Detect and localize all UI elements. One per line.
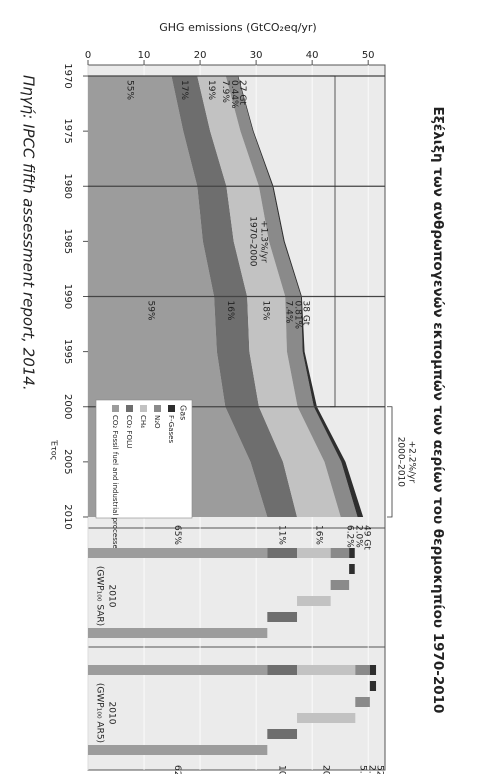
legend-label: N₂O <box>153 415 161 429</box>
growth-period: 1970–2000 <box>248 216 258 267</box>
x-tick-label: 1990 <box>62 284 73 309</box>
stacked-bar-segment <box>267 548 298 558</box>
stacked-bar-segment <box>355 665 370 675</box>
waterfall-bar <box>267 612 298 622</box>
legend-label: CO₂ FOLU <box>125 415 133 449</box>
waterfall-bar <box>330 580 350 590</box>
panel-year: 2010 <box>107 585 117 608</box>
share-label: 10% <box>277 765 287 774</box>
share-label: 5.0% <box>358 765 368 774</box>
x-tick-label: 2000 <box>62 394 73 419</box>
legend-title: Gas <box>179 405 188 420</box>
share-label: 55% <box>124 80 134 100</box>
growth-bracket <box>330 75 336 408</box>
share-label: 17% <box>179 80 189 100</box>
y-tick-label: 40 <box>306 50 319 61</box>
legend-label: CO₂ Fossil fuel and industrial processes <box>111 415 119 553</box>
legend-label: F-Gases <box>167 415 175 443</box>
y-axis-label: GHG emissions (GtCO₂eq/yr) <box>159 21 316 34</box>
share-label: 6.2% <box>345 525 355 548</box>
legend-swatch <box>126 405 133 412</box>
stacked-bar-segment <box>88 665 268 675</box>
stacked-bar-segment <box>88 548 268 558</box>
share-label: 7.4% <box>283 301 293 324</box>
chart-title: Εξέλιξη των ανθρωπογενών εκπομπών των αε… <box>430 107 446 714</box>
x-tick-label: 1970 <box>62 63 73 88</box>
total-label: 27 Gt <box>237 80 247 105</box>
legend-label: CH₄ <box>139 415 147 428</box>
x-tick-label: 1975 <box>62 118 73 143</box>
waterfall-bar <box>355 697 370 707</box>
share-label: 16% <box>225 301 235 321</box>
x-tick-label: 1980 <box>62 174 73 199</box>
y-tick-label: 10 <box>138 50 151 61</box>
x-axis-label: Έτος <box>50 439 59 460</box>
share-label: 62% <box>172 765 182 774</box>
share-label: 59% <box>146 301 156 321</box>
growth-rate: +1.3%/yr <box>259 220 269 263</box>
share-label: 2.2% <box>367 765 377 774</box>
waterfall-bar <box>297 713 356 723</box>
panel-metric: (GWP₁₀₀ AR5) <box>95 683 105 743</box>
legend-swatch <box>168 405 175 412</box>
total-label: 38 Gt <box>300 301 310 326</box>
x-tick-label: 1995 <box>62 339 73 364</box>
stacked-bar-segment <box>297 665 356 675</box>
share-label: 11% <box>277 525 287 545</box>
waterfall-bar <box>369 681 377 691</box>
y-tick-label: 0 <box>85 50 91 61</box>
growth-period: 2000–2010 <box>396 437 406 488</box>
growth-rate: +2.2%/yr <box>407 441 417 484</box>
total-label: 52 Gt <box>375 765 385 774</box>
rotated-chart: Εξέλιξη των ανθρωπογενών εκπομπών των αε… <box>20 21 447 778</box>
share-label: 2.0% <box>354 525 364 548</box>
y-tick-label: 50 <box>362 50 375 61</box>
share-label: 0.44% <box>229 80 239 109</box>
total-label: 49 Gt <box>362 525 372 550</box>
stacked-bar-segment <box>297 548 331 558</box>
growth-bracket <box>387 406 393 518</box>
source-note: Πηγή: IPCC fifth assessment report, 2014… <box>20 75 38 391</box>
waterfall-bar <box>349 564 355 574</box>
panel-metric: (GWP₁₀₀ SAR) <box>95 566 105 626</box>
area <box>237 76 364 517</box>
x-tick-label: 2005 <box>62 449 73 474</box>
waterfall-bar <box>297 596 331 606</box>
legend-box <box>95 399 193 519</box>
y-tick-label: 30 <box>250 50 263 61</box>
x-tick-label: 2010 <box>62 504 73 529</box>
waterfall-bar <box>88 745 268 755</box>
legend-swatch <box>140 405 147 412</box>
waterfall-bar <box>88 628 268 638</box>
legend-swatch <box>112 405 119 412</box>
share-label: 65% <box>172 525 182 545</box>
stacked-bar-segment <box>349 548 355 558</box>
share-label: 20% <box>321 765 331 774</box>
share-label: 7.9% <box>220 80 230 103</box>
x-tick-label: 1985 <box>62 229 73 254</box>
share-label: 18% <box>261 301 271 321</box>
y-tick-label: 20 <box>194 50 207 61</box>
stacked-bar-segment <box>267 665 298 675</box>
panel-year: 2010 <box>107 702 117 725</box>
share-label: 16% <box>313 525 323 545</box>
waterfall-bar <box>267 729 298 739</box>
share-label: 19% <box>206 80 216 100</box>
stacked-bar-segment <box>330 548 350 558</box>
legend-swatch <box>154 405 161 412</box>
stacked-bar-segment <box>369 665 377 675</box>
share-label: 0.81% <box>292 301 302 330</box>
